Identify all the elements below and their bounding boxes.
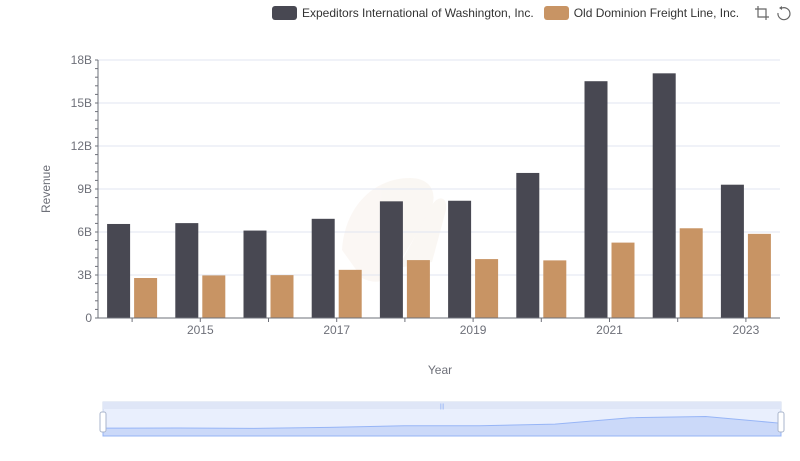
bar-expeditors-2019[interactable] — [448, 200, 472, 318]
bar-old-dominion-2015[interactable] — [202, 275, 226, 318]
datazoom-window[interactable] — [103, 409, 781, 436]
y-axis-label: Revenue — [39, 165, 53, 213]
x-tick-label: 2015 — [187, 323, 214, 337]
y-tick-label: 15B — [71, 96, 92, 110]
bar-expeditors-2015[interactable] — [175, 223, 199, 318]
bar-expeditors-2020[interactable] — [516, 172, 540, 318]
bar-old-dominion-2016[interactable] — [270, 275, 294, 318]
bar-expeditors-2023[interactable] — [720, 184, 744, 318]
datazoom-grip-icon[interactable]: ||| — [440, 404, 445, 410]
data-zoom-slider[interactable]: ||| — [99, 401, 785, 437]
x-axis-label: Year — [428, 363, 452, 377]
legend-label-expeditors: Expeditors International of Washington, … — [302, 6, 534, 20]
chart-legend: Expeditors International of Washington, … — [272, 4, 749, 22]
legend-item-expeditors[interactable]: Expeditors International of Washington, … — [272, 6, 534, 20]
bar-expeditors-2022[interactable] — [652, 73, 676, 318]
datazoom-handle-left[interactable] — [99, 411, 107, 433]
bar-expeditors-2021[interactable] — [584, 81, 608, 318]
bar-old-dominion-2022[interactable] — [679, 228, 703, 318]
legend-swatch-expeditors — [272, 6, 297, 20]
bar-old-dominion-2021[interactable] — [611, 242, 635, 318]
bar-expeditors-2016[interactable] — [243, 230, 267, 318]
datazoom-preview-area — [102, 415, 782, 437]
bar-expeditors-2014[interactable] — [107, 223, 131, 318]
bar-old-dominion-2023[interactable] — [747, 233, 771, 318]
y-tick-label: 9B — [77, 182, 92, 196]
chart-toolbox — [748, 5, 792, 21]
y-tick-label: 12B — [71, 139, 92, 153]
bar-old-dominion-2018[interactable] — [406, 260, 430, 318]
bar-old-dominion-2017[interactable] — [338, 269, 362, 318]
legend-label-old-dominion: Old Dominion Freight Line, Inc. — [573, 6, 740, 20]
datazoom-selected-band[interactable] — [103, 402, 781, 409]
y-tick-label: 0 — [85, 311, 92, 325]
x-tick-label: 2021 — [596, 323, 623, 337]
bar-old-dominion-2020[interactable] — [543, 260, 567, 318]
datazoom-handle-right[interactable] — [777, 411, 785, 433]
bar-expeditors-2017[interactable] — [311, 218, 335, 318]
x-tick-label: 2019 — [460, 323, 487, 337]
bar-expeditors-2018[interactable] — [379, 201, 403, 318]
y-tick-label: 3B — [77, 268, 92, 282]
legend-item-old-dominion[interactable]: Old Dominion Freight Line, Inc. — [543, 6, 740, 20]
bar-old-dominion-2019[interactable] — [475, 259, 499, 318]
x-tick-label: 2017 — [323, 323, 350, 337]
y-tick-label: 6B — [77, 225, 92, 239]
zoom-select-icon[interactable] — [754, 5, 770, 21]
x-tick-label: 2023 — [733, 323, 760, 337]
bar-old-dominion-2014[interactable] — [134, 278, 158, 318]
y-tick-label: 18B — [71, 53, 92, 67]
legend-swatch-old-dominion — [543, 6, 569, 20]
zoom-reset-icon[interactable] — [776, 5, 792, 21]
